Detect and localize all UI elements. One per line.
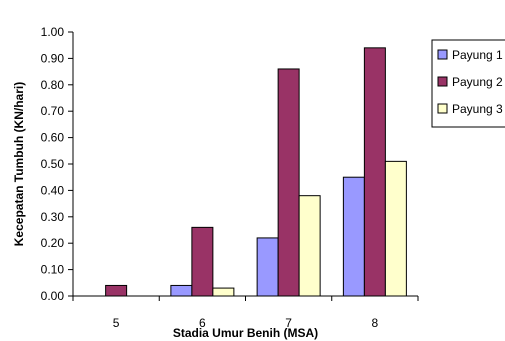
bar-payung-3-8 [384,160,407,297]
x-axis-ticks: 5 6 7 8 [113,316,379,330]
bar-payung-2-7 [277,68,300,297]
bar-payung-3-7 [298,195,321,297]
y-tick-label: 0.50 [41,157,65,171]
bar-payung-1-6 [170,284,193,297]
bar-payung-2-8 [363,47,386,297]
legend-label: Payung 3 [452,102,503,116]
y-tick-label: 0.30 [41,210,65,224]
y-tick-label: 0.70 [41,104,65,118]
y-axis-title: Kecepatan Tumbuh (KN/hari) [12,82,26,246]
legend-swatch [437,49,448,60]
y-tick-label: 0.60 [41,131,65,145]
legend-swatch [437,76,448,87]
y-axis-ticks: 0.00 0.10 0.20 0.30 0.40 0.50 0.60 0.70 0.80 0.90… [41,25,73,303]
y-tick-label: 0.40 [41,183,65,197]
y-tick-label: 0.10 [41,263,65,277]
x-tick-label: 5 [113,316,120,330]
x-tick-label: 6 [199,316,206,330]
axes [72,32,419,301]
x-axis-title: Stadia Umur Benih (MSA) [173,326,318,340]
legend-label: Payung 1 [452,48,503,62]
legend: Payung 1 Payung 2 Payung 3 [431,39,505,128]
x-tick-label: 7 [285,316,292,330]
y-tick-label: 0.80 [41,78,65,92]
bar-payung-2-5 [105,284,128,297]
bar-payung-1-8 [342,176,365,297]
legend-label: Payung 2 [452,75,503,89]
y-tick-label: 0.20 [41,236,65,250]
x-tick-label: 8 [372,316,379,330]
bar-payung-3-6 [212,287,235,297]
y-tick-label: 0.00 [41,289,65,303]
bar-payung-2-6 [191,226,214,297]
y-tick-label: 1.00 [41,25,65,39]
bar-series [105,47,407,297]
y-tick-label: 0.90 [41,51,65,65]
legend-swatch [437,103,448,114]
bar-payung-1-7 [256,237,279,297]
